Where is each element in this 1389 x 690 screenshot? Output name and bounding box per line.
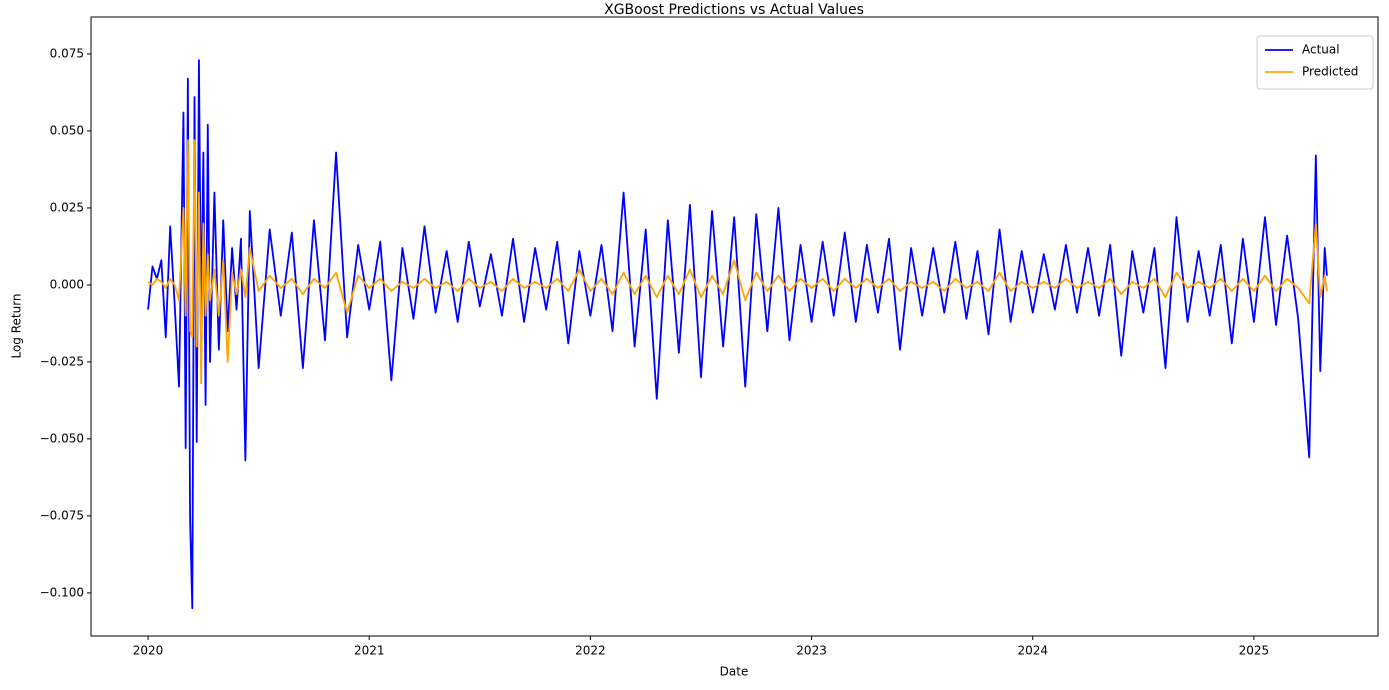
x-tick-label: 2025 (1239, 644, 1270, 658)
x-tick-label: 2021 (354, 644, 385, 658)
y-tick-label: −0.025 (40, 354, 84, 368)
chart-title: XGBoost Predictions vs Actual Values (604, 2, 864, 18)
x-tick-label: 2023 (796, 644, 827, 658)
legend-label: Actual (1302, 43, 1340, 57)
series-line (147, 59, 1328, 610)
y-axis-label: Log Return (10, 293, 24, 358)
legend-label: Predicted (1302, 65, 1358, 79)
series-line (147, 139, 1328, 385)
x-tick-label: 2024 (1017, 644, 1048, 658)
x-tick-label: 2020 (133, 644, 164, 658)
y-tick-label: −0.100 (40, 585, 84, 599)
y-tick-label: 0.000 (50, 277, 84, 291)
x-tick-label: 2022 (575, 644, 606, 658)
plot-frame (90, 16, 1379, 637)
y-tick-label: 0.075 (50, 46, 84, 60)
x-axis-label: Date (720, 665, 749, 679)
y-tick-label: −0.050 (40, 431, 84, 445)
y-tick-label: −0.075 (40, 508, 84, 522)
y-tick-label: 0.025 (50, 200, 84, 214)
y-tick-label: 0.050 (50, 123, 84, 137)
